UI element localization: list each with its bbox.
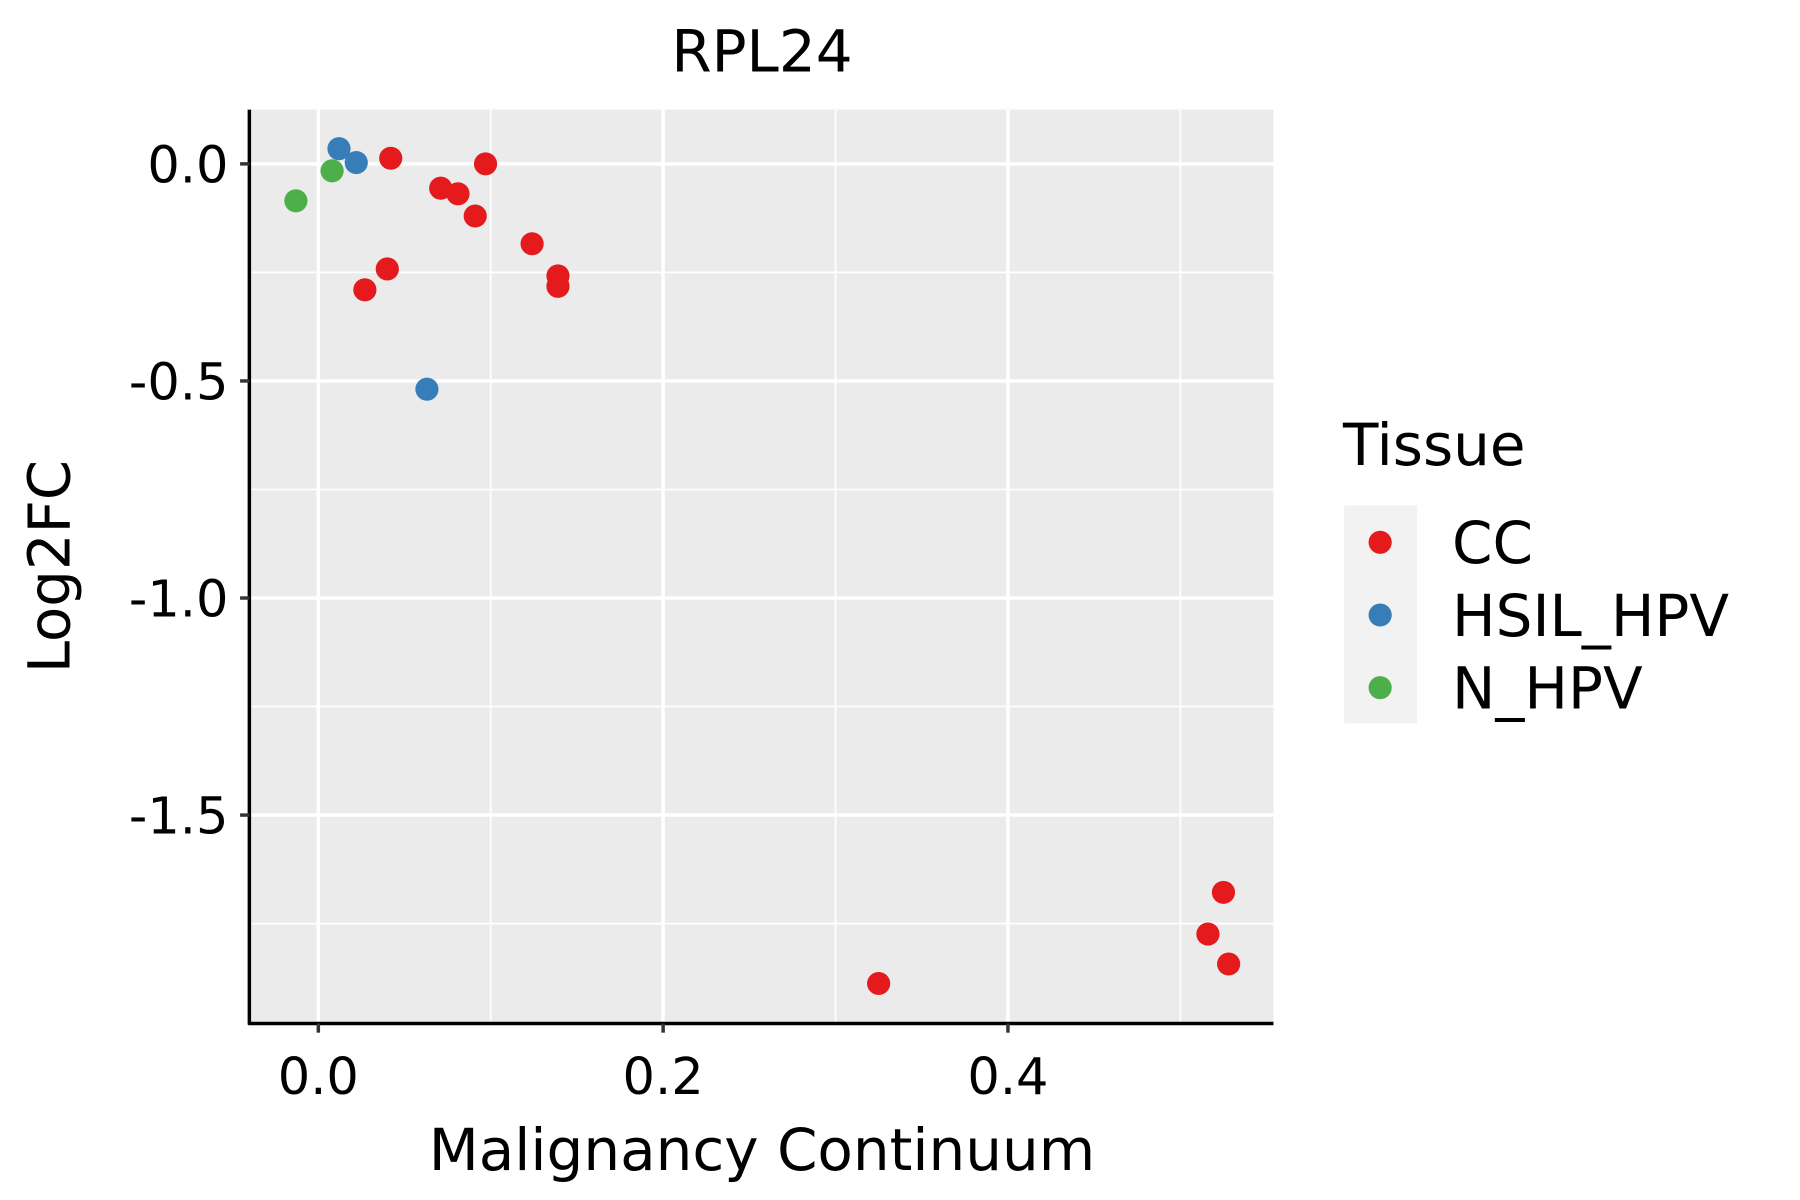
legend-label: CC — [1452, 509, 1533, 577]
legend-title: Tissue — [1342, 411, 1526, 479]
point-cc — [473, 152, 498, 176]
chart-title: RPL24 — [671, 18, 852, 86]
point-cc — [463, 204, 487, 228]
y-tick-label: -0.5 — [129, 354, 229, 413]
plot-panel — [249, 109, 1274, 1024]
y-axis-label: Log2FC — [15, 460, 83, 673]
point-hsil-hpv — [344, 151, 368, 175]
point-hsil-hpv — [415, 377, 439, 401]
point-cc — [379, 146, 403, 170]
point-cc — [353, 278, 377, 302]
point-cc — [1217, 952, 1241, 976]
point-cc — [1196, 922, 1220, 946]
point-n-hpv — [320, 159, 344, 183]
x-axis-label: Malignancy Continuum — [429, 1116, 1095, 1184]
point-cc — [446, 182, 470, 206]
legend-label: N_HPV — [1452, 655, 1643, 723]
point-hsil-hpv — [327, 137, 351, 161]
y-tick-label: 0.0 — [147, 136, 228, 195]
y-ticks: 0.0 -0.5 -1.0 -1.5 — [129, 136, 250, 847]
point-cc — [520, 232, 544, 256]
legend-label: HSIL_HPV — [1452, 582, 1729, 650]
legend-key-cc — [1368, 530, 1392, 554]
point-cc — [546, 274, 570, 298]
point-cc — [375, 257, 399, 281]
point-n-hpv — [284, 189, 308, 213]
data-points — [284, 137, 1241, 996]
y-tick-label: -1.0 — [129, 571, 229, 630]
x-tick-label: 0.4 — [967, 1048, 1048, 1107]
x-tick-label: 0.2 — [623, 1048, 704, 1107]
x-ticks: 0.0 0.2 0.4 — [278, 1023, 1049, 1107]
y-tick-label: -1.5 — [129, 788, 229, 847]
x-tick-label: 0.0 — [278, 1048, 359, 1107]
point-cc — [1211, 880, 1236, 904]
point-cc — [867, 971, 891, 996]
legend-key-n-hpv — [1368, 676, 1392, 700]
legend-key-hsil-hpv — [1368, 603, 1392, 627]
